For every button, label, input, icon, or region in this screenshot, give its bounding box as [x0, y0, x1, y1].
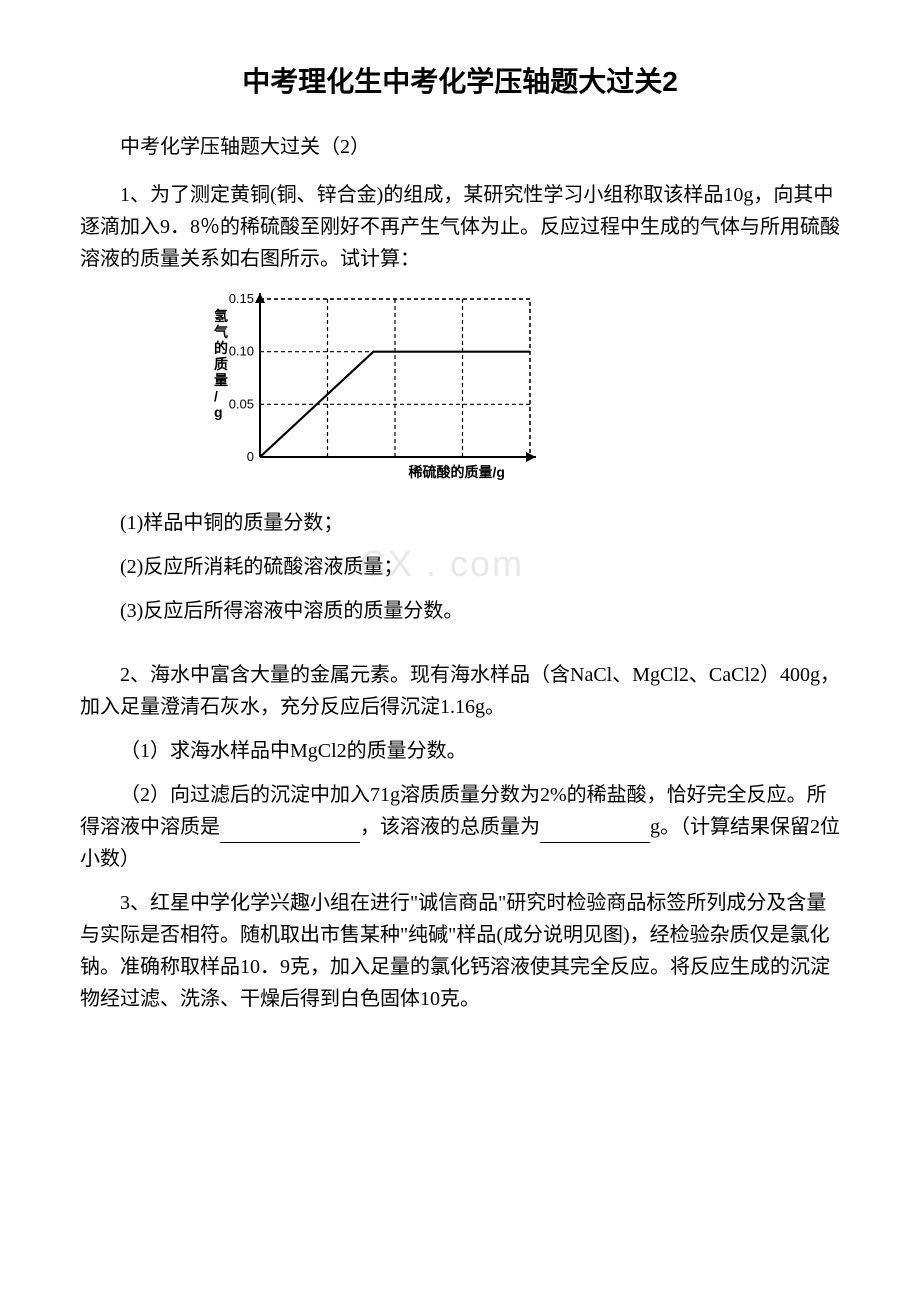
- problem2-intro: 2、海水中富含大量的金属元素。现有海水样品（含NaCl、MgCl2、CaCl2）…: [80, 659, 840, 723]
- svg-text:0.10: 0.10: [229, 344, 254, 359]
- problem2-q1: （1）求海水样品中MgCl2的质量分数。: [80, 735, 840, 767]
- blank-mass: [540, 819, 650, 843]
- svg-text:/: /: [214, 388, 218, 404]
- svg-text:气: 气: [213, 324, 228, 340]
- problem2-q2-part2: ，该溶液的总质量为: [360, 816, 540, 838]
- svg-text:0.05: 0.05: [229, 396, 254, 411]
- svg-text:量: 量: [214, 372, 228, 388]
- problem3-intro: 3、红星中学化学兴趣小组在进行"诚信商品"研究时检验商品标签所列成分及含量与实际…: [80, 887, 840, 1015]
- problem1-q2: (2)反应所消耗的硫酸溶液质量；: [80, 551, 840, 583]
- problem1-q1: (1)样品中铜的质量分数；: [80, 507, 840, 539]
- svg-text:0.15: 0.15: [229, 291, 254, 306]
- svg-text:的: 的: [214, 340, 228, 356]
- svg-text:0: 0: [247, 449, 254, 464]
- blank-solute: [220, 819, 360, 843]
- subtitle: 中考化学压轴题大过关（2）: [80, 130, 840, 159]
- problem1-intro: 1、为了测定黄铜(铜、锌合金)的组成，某研究性学习小组称取该样品10g，向其中逐…: [80, 179, 840, 275]
- svg-text:g: g: [214, 404, 223, 420]
- problem1-q3: (3)反应后所得溶液中溶质的质量分数。: [80, 595, 840, 627]
- chart-hydrogen-vs-acid: 0 0.05 0.10 0.15氢气的质量/g 稀硫酸的质量/g: [200, 287, 840, 492]
- page-title: 中考理化生中考化学压轴题大过关2: [80, 60, 840, 100]
- problem2-q2: （2）向过滤后的沉淀中加入71g溶质质量分数为2%的稀盐酸，恰好完全反应。所得溶…: [80, 779, 840, 875]
- svg-text:质: 质: [214, 356, 228, 372]
- svg-text:氢: 氢: [214, 308, 228, 324]
- svg-text:稀硫酸的质量/g: 稀硫酸的质量/g: [409, 464, 505, 480]
